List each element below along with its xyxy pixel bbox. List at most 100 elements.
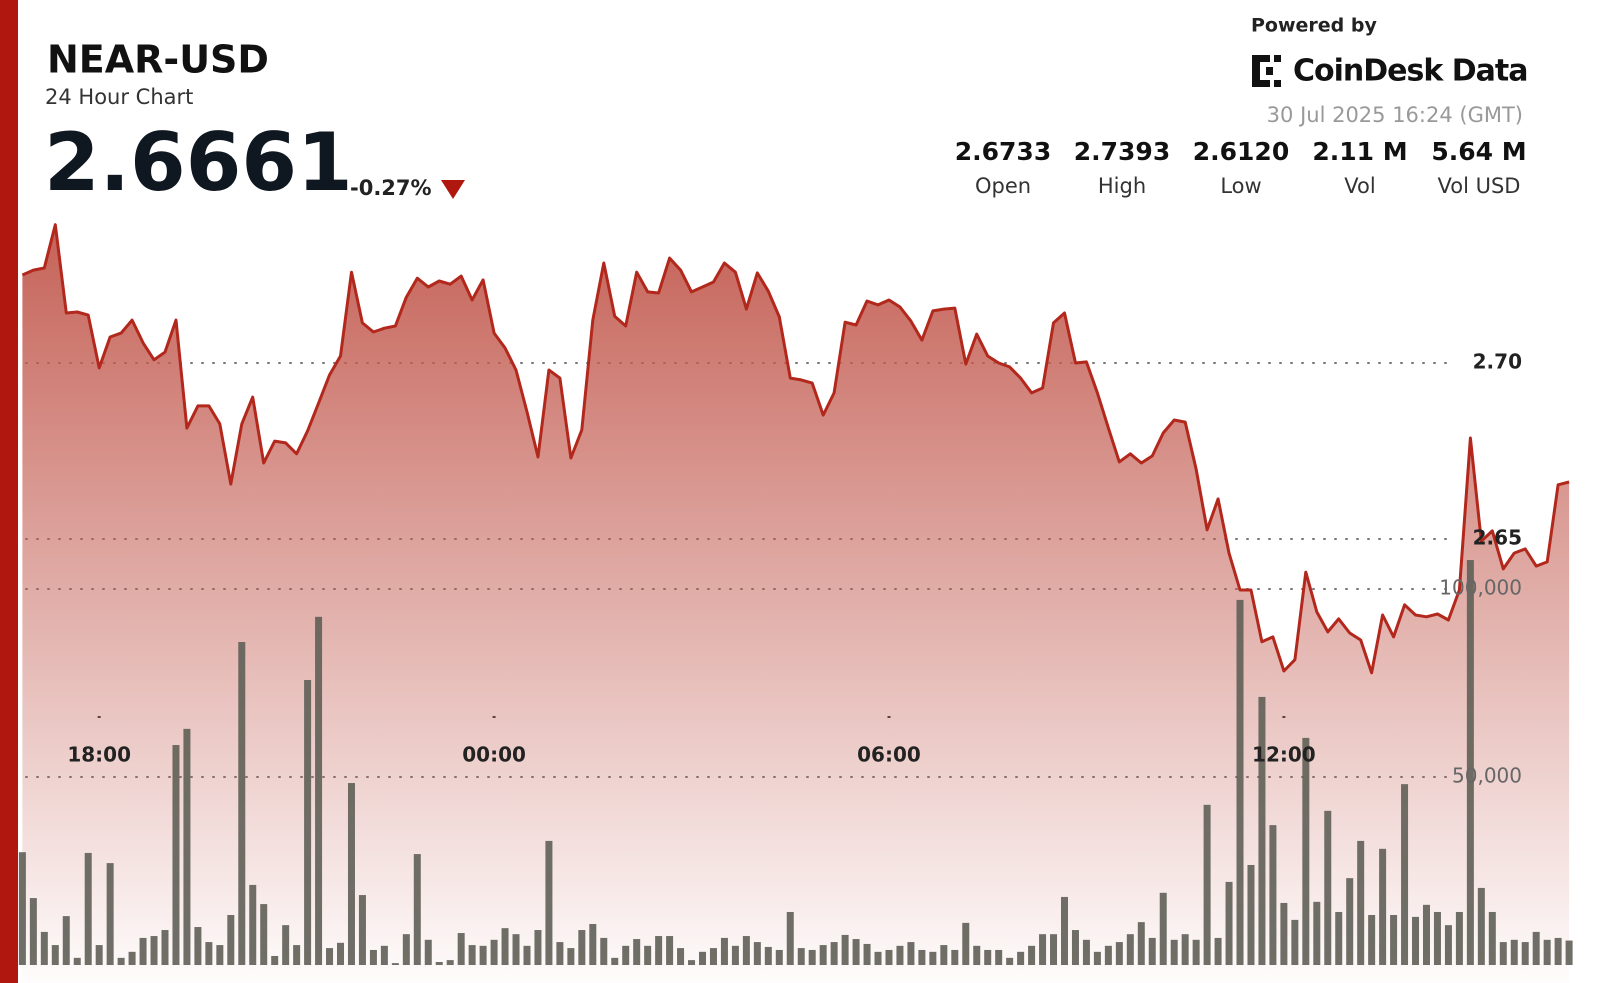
volume-bar: [1433, 911, 1441, 965]
volume-bar: [194, 927, 202, 965]
volume-bar: [413, 854, 421, 965]
volume-bar: [293, 945, 301, 965]
volume-bar: [249, 884, 257, 965]
volume-bar: [1148, 937, 1156, 965]
volume-bar: [1401, 784, 1409, 965]
volume-bar: [457, 933, 465, 965]
price-area: [22, 224, 1570, 983]
volume-bar: [731, 945, 739, 965]
price-line: [21, 223, 1570, 675]
volume-bar: [490, 939, 498, 965]
volume-bar: [1060, 896, 1068, 965]
timestamp: 30 Jul 2025 16:24 (GMT): [1267, 103, 1523, 127]
volume-bar: [819, 945, 827, 965]
volume-bar: [326, 948, 334, 965]
x-tick-label: 18:00: [67, 743, 131, 767]
volume-bar: [874, 951, 882, 965]
volume-bar: [1422, 904, 1430, 965]
volume-bar: [720, 937, 728, 965]
volume-bar: [1258, 696, 1266, 965]
volume-bar: [775, 949, 783, 965]
volume-bar: [1039, 934, 1047, 965]
volume-bar: [1521, 942, 1529, 965]
volume-bar: [995, 949, 1003, 965]
volume-bar: [1379, 848, 1387, 965]
volume-bar: [962, 922, 970, 965]
volume-bar: [369, 949, 377, 965]
volume-bar: [1006, 957, 1014, 965]
volume-bar: [1390, 914, 1398, 965]
stat-label: Open: [975, 174, 1031, 198]
volume-bar: [1181, 934, 1189, 965]
volume-bar: [358, 895, 366, 965]
volume-bar: [391, 963, 399, 965]
brand: CoinDesk Data: [1293, 54, 1528, 89]
volume-bar: [1412, 916, 1420, 965]
volume-bar: [885, 949, 893, 965]
volume-bar: [1444, 925, 1452, 965]
stat-value: 2.6733: [955, 137, 1051, 166]
volume-bar: [984, 949, 992, 965]
change: -0.27%: [350, 176, 432, 200]
y2-tick-label: 100,000: [1439, 576, 1522, 600]
volume-bar: [1017, 951, 1025, 965]
volume-bar: [1269, 825, 1277, 965]
volume-bar: [622, 945, 630, 965]
volume-bar: [435, 961, 443, 965]
stat-label: Vol: [1344, 174, 1375, 198]
volume-bar: [479, 945, 487, 965]
volume-bar: [764, 946, 772, 965]
volume-bar: [940, 945, 948, 965]
volume-bar: [1170, 939, 1178, 965]
volume-bar: [117, 957, 125, 965]
stat-value: 5.64 M: [1431, 137, 1526, 166]
volume-bar: [1543, 939, 1551, 965]
volume-bar: [205, 942, 213, 965]
volume-bar: [1346, 878, 1354, 965]
volume-bar: [786, 911, 794, 965]
volume-bar: [315, 616, 323, 965]
volume-bar: [380, 945, 388, 965]
volume-bar: [523, 945, 531, 965]
volume-bar: [271, 955, 279, 965]
volume-bar: [1236, 599, 1244, 965]
volume-bar: [1368, 914, 1376, 965]
volume-bar: [282, 925, 290, 965]
volume-bar: [589, 924, 597, 965]
volume-bar: [1247, 864, 1255, 965]
volume-bar: [1225, 881, 1233, 965]
volume-bar: [1302, 737, 1310, 965]
volume-bar: [1028, 945, 1036, 965]
x-tick-label: 00:00: [462, 743, 526, 767]
volume-bar: [896, 945, 904, 965]
volume-bar: [62, 916, 70, 965]
volume-bar: [51, 945, 59, 965]
accent-bar: [0, 0, 18, 983]
volume-bar: [742, 936, 750, 965]
volume-bar: [852, 939, 860, 965]
volume-bar: [1159, 892, 1167, 965]
volume-bar: [216, 945, 224, 965]
volume-bar: [841, 934, 849, 965]
volume-bar: [1192, 939, 1200, 965]
volume-bar: [808, 949, 816, 965]
volume-bar: [1071, 930, 1079, 965]
volume-bar: [1466, 560, 1474, 965]
volume-bar: [150, 936, 158, 965]
stat-label: Low: [1220, 174, 1261, 198]
volume-bar: [1499, 942, 1507, 965]
y-tick-label: 2.70: [1473, 350, 1522, 374]
volume-bar: [1357, 840, 1365, 965]
volume-bar: [556, 942, 564, 965]
volume-bar: [95, 945, 103, 965]
volume-bar: [951, 949, 959, 965]
stat-value: 2.6120: [1193, 137, 1289, 166]
volume-bar: [1477, 887, 1485, 965]
price: 2.6661: [44, 116, 353, 209]
volume-bar: [666, 936, 674, 965]
volume-bar: [501, 928, 509, 965]
volume-bar: [1313, 901, 1321, 965]
volume-bar: [699, 951, 707, 965]
